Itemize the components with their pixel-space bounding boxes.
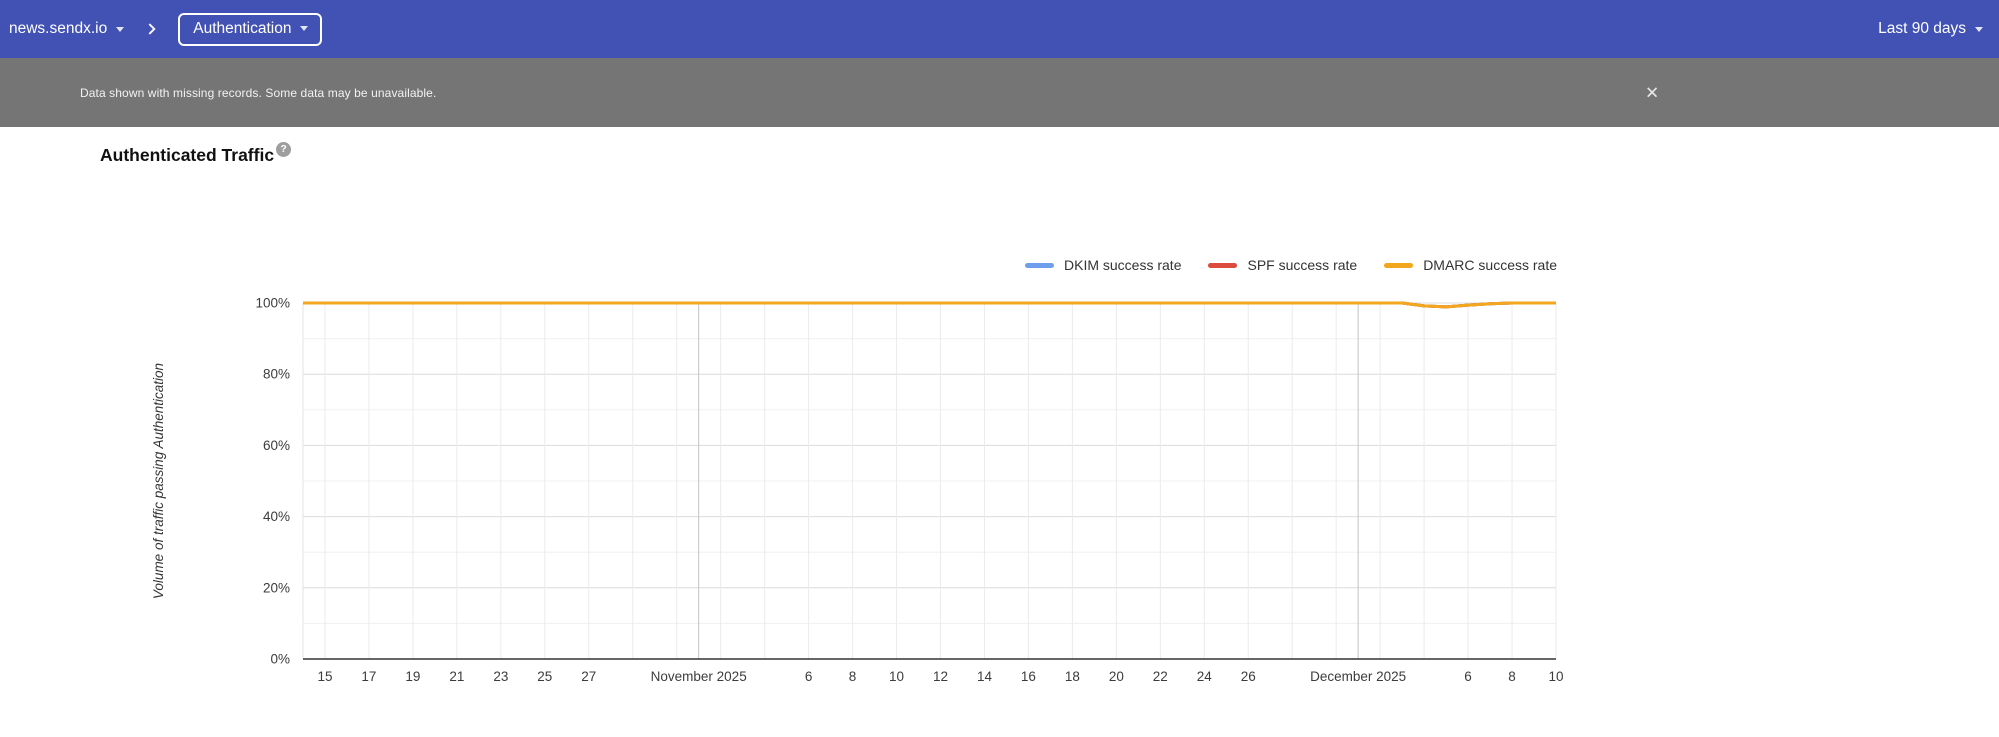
date-range-label: Last 90 days — [1878, 20, 1966, 37]
notice-banner-message: Data shown with missing records. Some da… — [80, 85, 437, 100]
report-selector[interactable]: Authentication — [178, 12, 323, 46]
x-tick-label: 8 — [1508, 669, 1516, 684]
x-tick-label: 8 — [849, 669, 857, 684]
chevron-down-icon — [116, 26, 125, 32]
close-icon[interactable]: ✕ — [1645, 83, 1660, 102]
y-tick-label: 0% — [270, 652, 290, 667]
x-month-label: November 2025 — [651, 669, 747, 684]
x-month-label: December 2025 — [1310, 669, 1406, 684]
report-selector-label: Authentication — [193, 19, 292, 37]
x-tick-label: 22 — [1153, 669, 1168, 684]
y-tick-label: 80% — [263, 367, 290, 382]
chart-legend: DKIM success rate SPF success rate DMARC… — [1025, 257, 1557, 273]
y-tick-label: 40% — [263, 509, 290, 524]
help-icon[interactable]: ? — [276, 142, 292, 157]
x-tick-label: 15 — [317, 669, 332, 684]
legend-label-dmarc: DMARC success rate — [1423, 257, 1557, 273]
authenticated-traffic-chart: 0% 20% 40% 60% 80% 100% 15 17 19 21 23 25 27 November… — [151, 296, 1564, 685]
breadcrumb: news.sendx.io Authentication — [9, 12, 323, 46]
legend-label-spf: SPF success rate — [1247, 257, 1358, 273]
notice-banner: Data shown with missing records. Some da… — [0, 58, 1999, 127]
x-tick-label: 6 — [805, 669, 813, 684]
x-tick-label: 27 — [581, 669, 596, 684]
x-tick-label: 12 — [933, 669, 948, 684]
legend-item-dmarc: DMARC success rate — [1384, 257, 1557, 273]
x-tick-label: 24 — [1197, 669, 1213, 684]
breadcrumb-chevron-icon — [144, 23, 156, 35]
x-tick-label: 17 — [361, 669, 376, 684]
x-tick-label: 20 — [1109, 669, 1124, 684]
series-line-dmarc — [303, 301, 1556, 309]
chart-header: Authenticated Traffic ? — [100, 142, 292, 165]
x-tick-label: 23 — [493, 669, 508, 684]
legend-label-dkim: DKIM success rate — [1064, 257, 1182, 273]
x-tick-label: 14 — [977, 669, 993, 684]
chevron-down-icon — [1975, 26, 1983, 32]
x-tick-label: 18 — [1065, 669, 1080, 684]
y-tick-label: 60% — [263, 438, 290, 453]
x-tick-label: 25 — [537, 669, 552, 684]
x-tick-label: 21 — [449, 669, 464, 684]
legend-item-dkim: DKIM success rate — [1025, 257, 1181, 273]
x-tick-label: 6 — [1464, 669, 1472, 684]
x-tick-label: 16 — [1021, 669, 1036, 684]
dmarc-line-swatch-icon — [1384, 262, 1414, 268]
domain-selector[interactable]: news.sendx.io — [9, 20, 125, 38]
page-title: Authenticated Traffic — [100, 145, 275, 165]
y-axis-title: Volume of traffic passing Authentication — [151, 363, 166, 599]
x-tick-label: 19 — [405, 669, 420, 684]
dkim-line-swatch-icon — [1025, 262, 1054, 268]
top-navigation-bar: news.sendx.io Authentication Last 90 day… — [0, 0, 1999, 58]
x-tick-label: 10 — [889, 669, 904, 684]
x-tick-label: 26 — [1241, 669, 1256, 684]
legend-item-spf: SPF success rate — [1208, 257, 1357, 273]
date-range-selector[interactable]: Last 90 days — [1878, 20, 1983, 38]
y-tick-label: 20% — [263, 580, 290, 595]
y-tick-label: 100% — [255, 296, 290, 311]
spf-line-swatch-icon — [1208, 262, 1238, 268]
x-tick-label: 10 — [1548, 669, 1563, 684]
chevron-down-icon — [300, 26, 309, 31]
domain-selector-label: news.sendx.io — [9, 20, 108, 37]
